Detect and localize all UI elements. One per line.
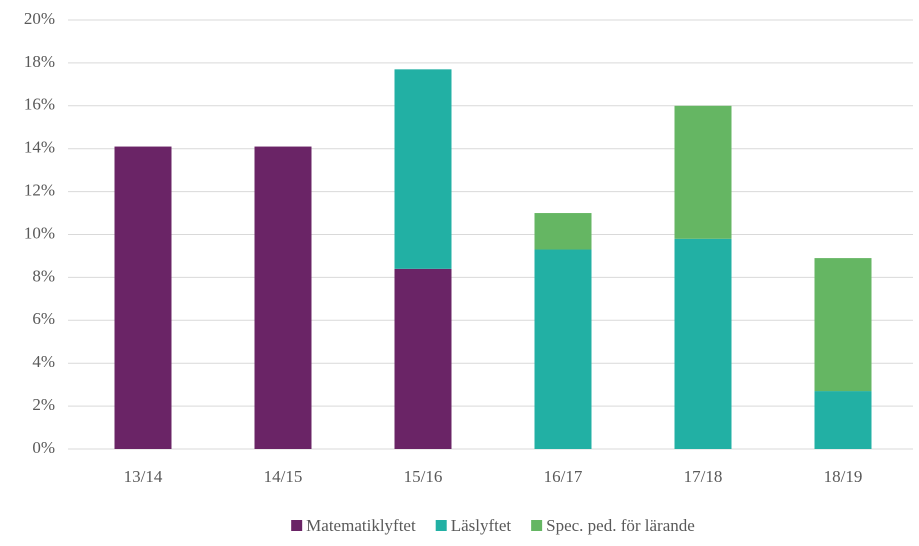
x-tick-label: 18/19 bbox=[824, 467, 863, 486]
y-tick-label: 12% bbox=[24, 181, 55, 200]
legend-swatch bbox=[291, 520, 303, 531]
y-tick-label: 4% bbox=[32, 352, 55, 371]
legend-label: Läslyftet bbox=[451, 516, 512, 535]
bar-segment bbox=[114, 146, 172, 449]
y-tick-label: 14% bbox=[24, 138, 55, 157]
legend-label: Spec. ped. för lärande bbox=[546, 516, 695, 535]
x-tick-label: 14/15 bbox=[264, 467, 303, 486]
legend-swatch bbox=[531, 520, 543, 531]
bar-segment bbox=[394, 268, 452, 449]
bar-segment bbox=[674, 105, 732, 239]
bar-segment bbox=[814, 258, 872, 392]
y-tick-label: 10% bbox=[24, 223, 55, 242]
y-tick-label: 8% bbox=[32, 266, 55, 285]
x-tick-label: 13/14 bbox=[124, 467, 163, 486]
x-tick-label: 17/18 bbox=[684, 467, 723, 486]
y-tick-label: 20% bbox=[24, 9, 55, 28]
x-tick-label: 16/17 bbox=[544, 467, 583, 486]
y-tick-label: 16% bbox=[24, 95, 55, 114]
bar-segment bbox=[674, 238, 732, 449]
bar-segment bbox=[814, 391, 872, 449]
bar-segment bbox=[534, 249, 592, 449]
y-tick-label: 18% bbox=[24, 52, 55, 71]
x-tick-label: 15/16 bbox=[404, 467, 443, 486]
y-tick-label: 2% bbox=[32, 395, 55, 414]
bar-segment bbox=[394, 69, 452, 269]
bar-segment bbox=[254, 146, 312, 449]
bar-segment bbox=[534, 213, 592, 250]
y-tick-label: 0% bbox=[32, 438, 55, 457]
legend-swatch bbox=[435, 520, 447, 531]
legend-label: Matematiklyftet bbox=[306, 516, 416, 535]
y-tick-label: 6% bbox=[32, 309, 55, 328]
